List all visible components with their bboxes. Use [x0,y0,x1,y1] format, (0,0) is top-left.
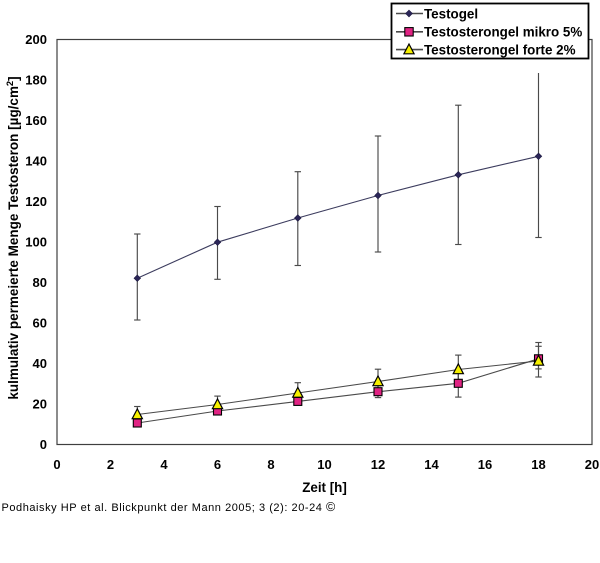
svg-text:Testosterongel mikro 5%: Testosterongel mikro 5% [424,25,582,40]
svg-text:160: 160 [25,113,47,128]
svg-text:12: 12 [371,457,385,472]
svg-text:20: 20 [33,397,47,412]
svg-text:Podhaisky HP et al. Blickpunkt: Podhaisky HP et al. Blickpunkt der Mann … [2,500,337,514]
svg-text:10: 10 [317,457,331,472]
svg-text:Testosterongel forte 2%: Testosterongel forte 2% [424,42,576,57]
svg-text:40: 40 [33,356,47,371]
svg-text:16: 16 [478,457,492,472]
svg-text:2: 2 [107,457,114,472]
svg-text:4: 4 [160,457,168,472]
svg-text:14: 14 [424,457,439,472]
svg-text:0: 0 [53,457,60,472]
svg-text:18: 18 [531,457,545,472]
svg-text:100: 100 [25,235,47,250]
svg-text:6: 6 [214,457,221,472]
svg-text:60: 60 [33,316,47,331]
svg-text:Zeit [h]: Zeit [h] [302,480,347,495]
svg-text:140: 140 [25,154,47,169]
svg-text:Testogel: Testogel [424,6,478,21]
svg-text:120: 120 [25,194,47,209]
svg-text:80: 80 [33,275,47,290]
svg-text:kulmulativ permeierte Menge Te: kulmulativ permeierte Menge Testosteron … [4,76,21,399]
svg-text:200: 200 [25,32,47,47]
svg-text:20: 20 [585,457,599,472]
svg-text:180: 180 [25,73,47,88]
svg-text:8: 8 [267,457,274,472]
svg-text:0: 0 [40,437,47,452]
